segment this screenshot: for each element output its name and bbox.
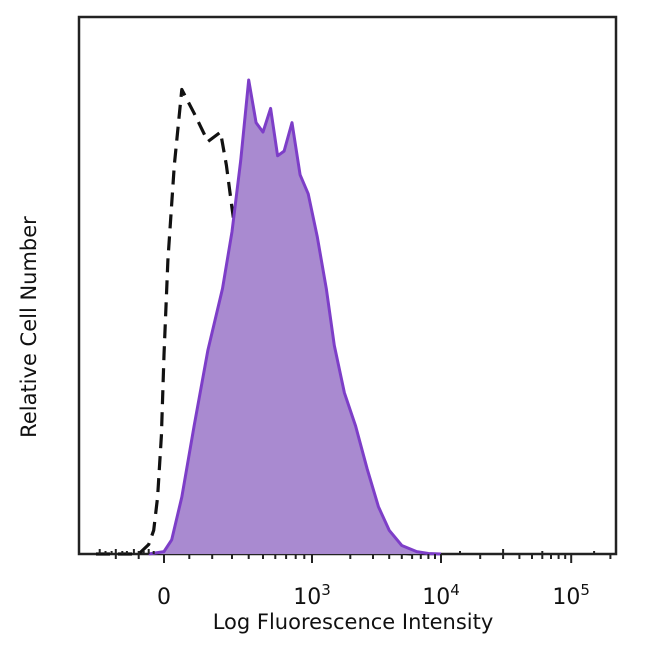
baseline-noise [98, 549, 596, 554]
stained-histogram-line [148, 78, 442, 556]
y-axis-label: Relative Cell Number [17, 216, 41, 438]
series-1-area [148, 80, 441, 554]
x-tick-label: 104 [422, 581, 460, 610]
series-layer [96, 78, 442, 556]
x-axis-label: Log Fluorescence Intensity [213, 610, 494, 634]
x-axis-ticks [114, 554, 612, 563]
x-tick-label: 0 [157, 585, 171, 610]
x-tick-label: 105 [552, 581, 590, 610]
x-axis-tick-labels: 0 103 104 105 [157, 581, 590, 610]
x-tick-label: 103 [293, 581, 331, 610]
